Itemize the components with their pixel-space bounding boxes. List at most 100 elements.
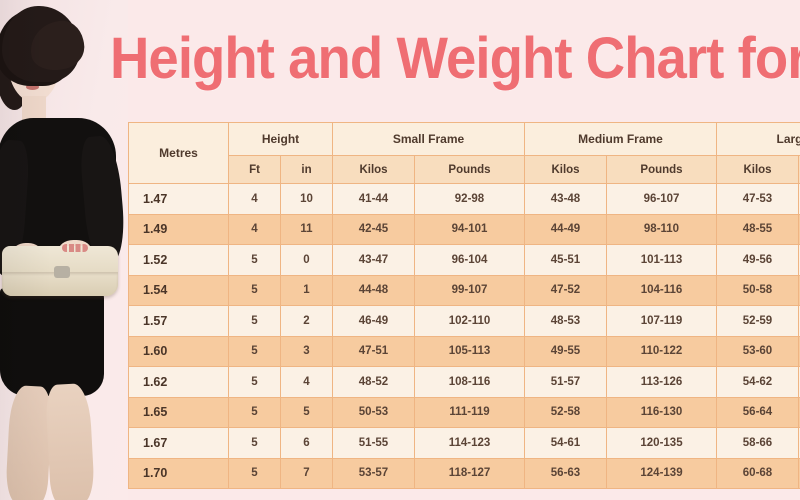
table-body: 1.4741041-4492-9843-4896-10747-53104-119… bbox=[128, 183, 800, 489]
cell-metres: 1.60 bbox=[128, 335, 229, 367]
cell-large_kg: 60-68 bbox=[716, 457, 799, 489]
height-weight-table-wrap: Metres Height Small Frame Medium Frame L… bbox=[128, 122, 800, 489]
col-group-small-frame: Small Frame bbox=[332, 122, 525, 156]
cell-ft: 5 bbox=[228, 457, 281, 489]
cell-in: 11 bbox=[280, 213, 333, 245]
cell-large_kg: 48-55 bbox=[716, 213, 799, 245]
cell-metres: 1.67 bbox=[128, 427, 229, 459]
cell-medium_kg: 47-52 bbox=[524, 274, 607, 306]
cell-small_kg: 41-44 bbox=[332, 183, 415, 215]
col-group-metres: Metres bbox=[128, 122, 229, 184]
cell-in: 6 bbox=[280, 427, 333, 459]
cell-medium_kg: 43-48 bbox=[524, 183, 607, 215]
cell-small_lb: 96-104 bbox=[414, 244, 525, 276]
cell-medium_lb: 96-107 bbox=[606, 183, 717, 215]
cell-small_kg: 43-47 bbox=[332, 244, 415, 276]
cell-small_lb: 108-116 bbox=[414, 366, 525, 398]
cell-medium_lb: 107-119 bbox=[606, 305, 717, 337]
cell-in: 1 bbox=[280, 274, 333, 306]
cell-small_lb: 111-119 bbox=[414, 396, 525, 428]
cell-medium_kg: 44-49 bbox=[524, 213, 607, 245]
cell-metres: 1.62 bbox=[128, 366, 229, 398]
cell-in: 2 bbox=[280, 305, 333, 337]
cell-in: 7 bbox=[280, 457, 333, 489]
cell-ft: 4 bbox=[228, 213, 281, 245]
cell-ft: 5 bbox=[228, 427, 281, 459]
black-dress-skirt bbox=[0, 288, 104, 396]
cell-medium_kg: 54-61 bbox=[524, 427, 607, 459]
leg-left bbox=[4, 384, 54, 500]
col-small-kilos: Kilos bbox=[332, 155, 415, 184]
cell-ft: 5 bbox=[228, 244, 281, 276]
cell-metres: 1.49 bbox=[128, 213, 229, 245]
table-row: 1.655550-53111-11952-58116-13056-64125-1… bbox=[128, 396, 800, 428]
cell-small_lb: 114-123 bbox=[414, 427, 525, 459]
page-title: Height and Weight Chart for Women bbox=[110, 26, 800, 91]
col-group-large-frame: Large Frame bbox=[716, 122, 800, 156]
cell-large_kg: 50-58 bbox=[716, 274, 799, 306]
col-group-height: Height bbox=[228, 122, 333, 156]
sub-header-row: Ft in Kilos Pounds Kilos Pounds Kilos Po… bbox=[129, 155, 800, 184]
table-row: 1.625448-52108-11651-57113-12654-62121-1… bbox=[128, 366, 800, 398]
cell-ft: 5 bbox=[228, 274, 281, 306]
cell-small_kg: 46-49 bbox=[332, 305, 415, 337]
cell-large_kg: 52-59 bbox=[716, 305, 799, 337]
col-medium-kilos: Kilos bbox=[524, 155, 607, 184]
col-ft: Ft bbox=[228, 155, 281, 184]
table-row: 1.605347-51105-11349-55110-12253-60118-1… bbox=[128, 335, 800, 367]
cell-small_kg: 48-52 bbox=[332, 366, 415, 398]
cell-medium_kg: 52-58 bbox=[524, 396, 607, 428]
cell-small_kg: 42-45 bbox=[332, 213, 415, 245]
group-header-row: Metres Height Small Frame Medium Frame L… bbox=[128, 122, 800, 184]
table-row: 1.525043-4796-10445-51101-11349-56109-12… bbox=[128, 244, 800, 276]
cell-small_lb: 92-98 bbox=[414, 183, 525, 215]
cell-medium_lb: 110-122 bbox=[606, 335, 717, 367]
cell-in: 0 bbox=[280, 244, 333, 276]
table-row: 1.545144-4899-10747-52104-11650-58112-12… bbox=[128, 274, 800, 306]
cell-small_lb: 118-127 bbox=[414, 457, 525, 489]
col-small-pounds: Pounds bbox=[414, 155, 525, 184]
col-in: in bbox=[280, 155, 333, 184]
col-group-medium-frame: Medium Frame bbox=[524, 122, 717, 156]
cell-small_kg: 53-57 bbox=[332, 457, 415, 489]
cell-medium_lb: 124-139 bbox=[606, 457, 717, 489]
cell-in: 10 bbox=[280, 183, 333, 215]
cell-large_kg: 53-60 bbox=[716, 335, 799, 367]
cell-medium_kg: 51-57 bbox=[524, 366, 607, 398]
col-large-pounds: Pounds bbox=[798, 155, 800, 184]
cell-small_kg: 50-53 bbox=[332, 396, 415, 428]
col-medium-pounds: Pounds bbox=[606, 155, 717, 184]
cell-metres: 1.54 bbox=[128, 274, 229, 306]
cell-small_lb: 105-113 bbox=[414, 335, 525, 367]
fingernails bbox=[62, 244, 88, 252]
model-photo bbox=[0, 0, 128, 500]
cell-metres: 1.70 bbox=[128, 457, 229, 489]
cell-in: 3 bbox=[280, 335, 333, 367]
cell-ft: 5 bbox=[228, 396, 281, 428]
col-large-kilos: Kilos bbox=[716, 155, 799, 184]
cell-small_kg: 47-51 bbox=[332, 335, 415, 367]
cell-metres: 1.65 bbox=[128, 396, 229, 428]
cell-medium_kg: 48-53 bbox=[524, 305, 607, 337]
height-weight-table: Metres Height Small Frame Medium Frame L… bbox=[128, 122, 800, 489]
lips bbox=[26, 84, 39, 90]
cell-medium_lb: 101-113 bbox=[606, 244, 717, 276]
cell-ft: 5 bbox=[228, 335, 281, 367]
cell-ft: 5 bbox=[228, 305, 281, 337]
cell-ft: 5 bbox=[228, 366, 281, 398]
cell-metres: 1.47 bbox=[128, 183, 229, 215]
cell-small_kg: 51-55 bbox=[332, 427, 415, 459]
cell-ft: 4 bbox=[228, 183, 281, 215]
cell-medium_kg: 49-55 bbox=[524, 335, 607, 367]
cell-small_lb: 99-107 bbox=[414, 274, 525, 306]
cell-large_kg: 47-53 bbox=[716, 183, 799, 215]
cell-large_lb: 133-150 bbox=[798, 457, 800, 489]
cell-large_kg: 56-64 bbox=[716, 396, 799, 428]
cell-large_kg: 54-62 bbox=[716, 366, 799, 398]
cell-large_kg: 58-66 bbox=[716, 427, 799, 459]
cell-medium_kg: 56-63 bbox=[524, 457, 607, 489]
cell-in: 5 bbox=[280, 396, 333, 428]
cell-medium_lb: 120-135 bbox=[606, 427, 717, 459]
clutch-clasp bbox=[54, 266, 70, 278]
